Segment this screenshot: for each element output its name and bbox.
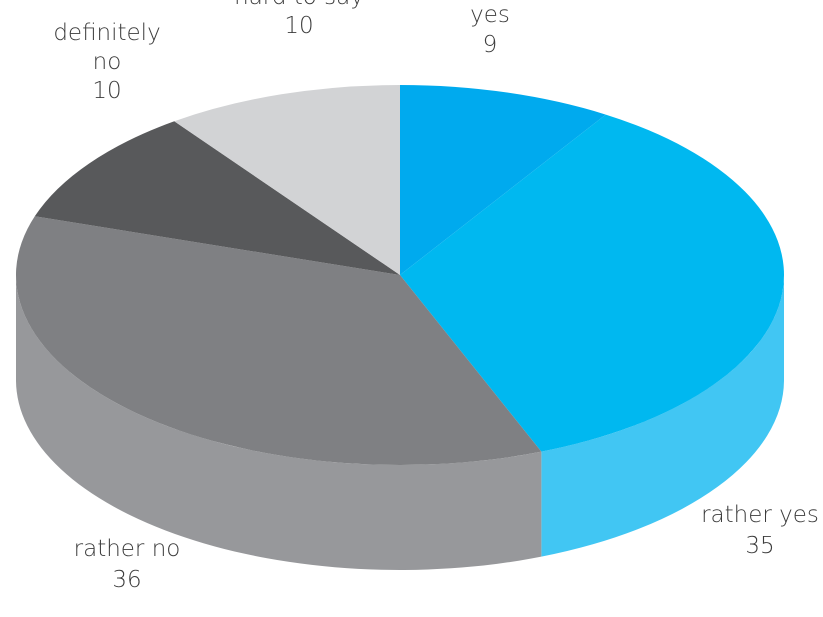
- pie-value-2: 36: [112, 567, 141, 593]
- pie-value-4: 10: [284, 13, 313, 39]
- pie-side-1: [541, 275, 784, 557]
- pie-label-line: rather no: [74, 536, 181, 562]
- pie-slice-3: [34, 121, 400, 275]
- pie-label-line: rather yes: [701, 502, 819, 528]
- pie-labels: definitely yes 9 rather yes 35 rather no 36 def…: [53, 0, 819, 593]
- pie-side-2: [16, 275, 542, 571]
- pie-label-line: hard to say: [234, 0, 364, 10]
- pie-label-4: don't know /hard to say10: [228, 0, 370, 39]
- pie-slice-2: [15, 216, 542, 466]
- pie-value-3: 10: [92, 78, 121, 104]
- pie-label-2: rather no 36: [74, 536, 181, 593]
- pie-label-3: definitely no 10: [53, 20, 160, 104]
- pie-slice-4: [174, 85, 400, 275]
- pie-label-1: rather yes 35: [701, 502, 819, 559]
- pie-slice-0: [400, 85, 606, 275]
- pie-sides: [16, 275, 784, 571]
- pie-label-0: definitelyyes9: [436, 0, 543, 58]
- pie-label-line: definitely: [53, 20, 160, 46]
- pie-slice-1: [400, 114, 785, 452]
- pie-label-line: no: [93, 49, 122, 75]
- pie-value-0: 9: [483, 32, 498, 58]
- pie-slices: [15, 85, 785, 466]
- pie-label-line: yes: [470, 2, 510, 28]
- pie-value-1: 35: [745, 533, 774, 559]
